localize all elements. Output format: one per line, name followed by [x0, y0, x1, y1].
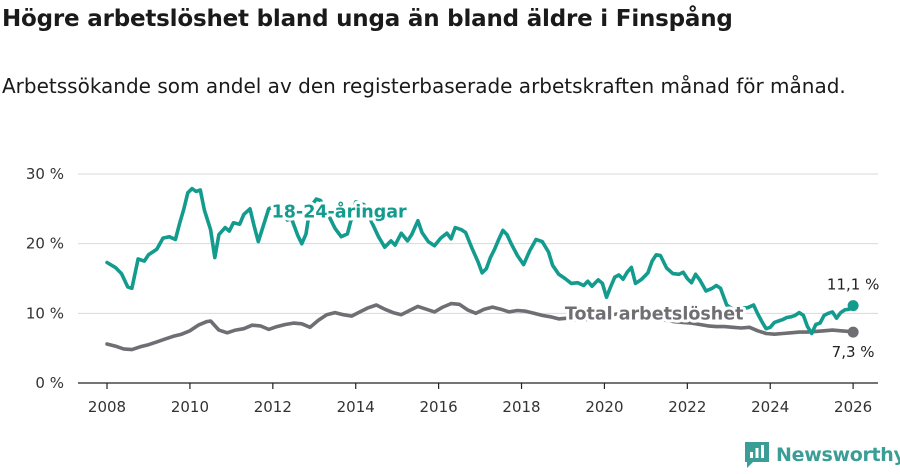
- series-end-point: [847, 300, 859, 312]
- x-tick-label: 2012: [254, 398, 292, 416]
- series-end-point: [847, 326, 859, 338]
- x-tick-label: 2010: [171, 398, 209, 416]
- gridlines: [78, 173, 878, 314]
- x-tick-label: 2014: [337, 398, 375, 416]
- y-tick-label: 10 %: [26, 304, 64, 322]
- brand-name: Newsworthy: [776, 444, 900, 466]
- series-labels: 18-24-åringar 11,1 % Total arbetslöshet 7,3…: [269, 198, 880, 362]
- y-tick-label: 0 %: [35, 374, 64, 392]
- x-tick-label: 2018: [502, 398, 540, 416]
- chart-title: Högre arbetslöshet bland unga än bland ä…: [2, 6, 733, 32]
- series-lines: [105, 186, 859, 352]
- newsworthy-logo-icon: [745, 442, 769, 468]
- x-tick-label: 2024: [751, 398, 789, 416]
- series-line-youth: [105, 186, 855, 336]
- x-tick-label: 2016: [420, 398, 458, 416]
- x-tick-label: 2022: [668, 398, 706, 416]
- line-chart: 0 % 10 % 20 % 30 % 2008 2010 2012 2014 2016 2018…: [26, 165, 880, 416]
- y-tick-label: 30 %: [26, 165, 64, 183]
- series-label-total: Total arbetslöshet: [565, 304, 744, 324]
- series-line-total: [105, 301, 855, 352]
- x-tick-label: 2020: [585, 398, 623, 416]
- series-end-label: 11,1 %: [827, 276, 879, 294]
- x-tick-label: 2026: [834, 398, 872, 416]
- x-axis-labels: 2008 2010 2012 2014 2016 2018 2020 2022 2024 2026: [88, 398, 872, 416]
- chart-subtitle: Arbetssökande som andel av den registerb…: [2, 74, 846, 98]
- y-axis-labels: 0 % 10 % 20 % 30 %: [26, 165, 64, 392]
- x-tick-label: 2008: [88, 398, 126, 416]
- y-tick-label: 20 %: [26, 235, 64, 253]
- x-axis-ticks: [106, 383, 854, 389]
- newsworthy-logo: Newsworthy: [744, 441, 900, 469]
- series-label-youth: 18-24-åringar: [272, 201, 407, 223]
- series-end-label: 7,3 %: [832, 343, 875, 361]
